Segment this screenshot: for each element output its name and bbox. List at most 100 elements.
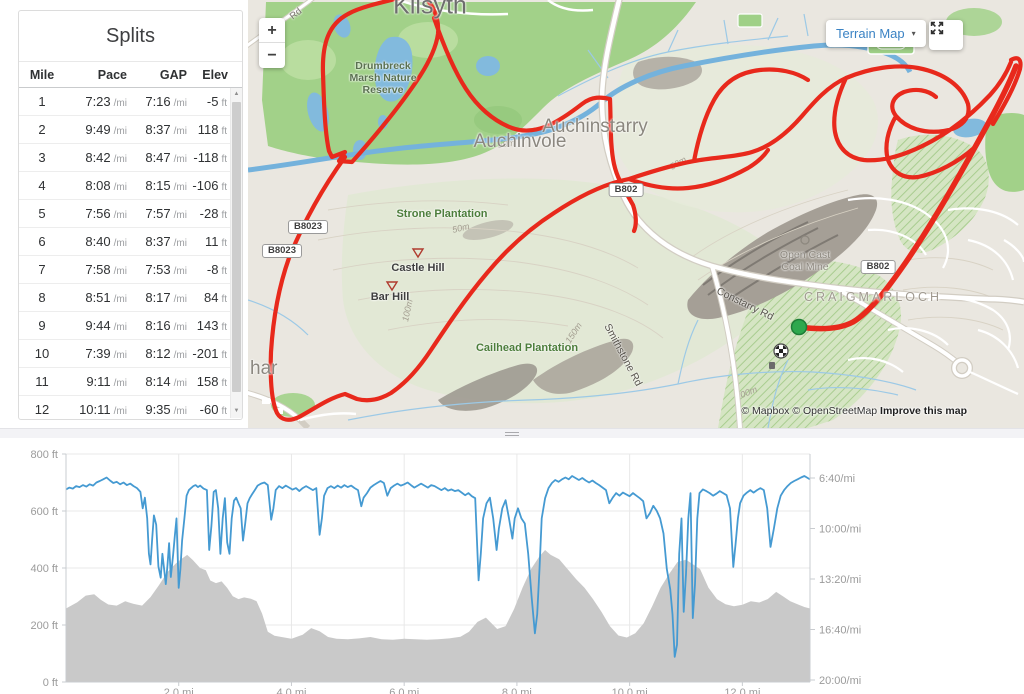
left-axis-tick: 800 ft: [30, 449, 58, 461]
table-row[interactable]: 3 8:42/mi 8:47/mi -118 ft: [19, 144, 230, 172]
scroll-down-arrow-icon[interactable]: ▼: [233, 408, 240, 414]
gap-cell: 8:14/mi: [145, 374, 187, 389]
map-green-patch: [398, 22, 458, 58]
elev-cell: -28 ft: [199, 206, 227, 221]
elev-cell: -201 ft: [192, 346, 227, 361]
gap-cell: 7:53/mi: [145, 262, 187, 277]
x-axis-tick: 8.0 mi: [502, 687, 532, 694]
zoom-out-button[interactable]: −: [267, 47, 277, 64]
table-row[interactable]: 11 9:11/mi 8:14/mi 158 ft: [19, 368, 230, 396]
pace-cell: 7:58/mi: [85, 262, 127, 277]
map-style-selector[interactable]: Terrain Map ▾: [826, 20, 926, 47]
splits-panel: Splits Mile Pace GAP Elev 1 7:23/mi 7:16/m…: [18, 10, 243, 420]
table-scrollbar[interactable]: ▲ ▼: [230, 88, 242, 418]
mile-cell: 11: [35, 374, 49, 389]
pace-cell: 9:44/mi: [85, 318, 127, 333]
column-header-pace: Pace: [97, 67, 127, 82]
mile-cell: 2: [38, 122, 46, 137]
elevation-pace-chart[interactable]: 800 ft 600 ft 400 ft 200 ft 0 ft 6:40/mi 10:00…: [0, 438, 1024, 694]
osm-attribution-link[interactable]: © OpenStreetMap: [792, 405, 878, 417]
road-badge-b802: B802: [860, 260, 896, 274]
map-nature-reserve-green: [262, 2, 696, 165]
x-axis-tick: 12.0 mi: [724, 687, 760, 694]
right-axis-tick: 13:20/mi: [819, 574, 861, 586]
elev-cell: -118 ft: [193, 150, 227, 165]
gap-cell: 9:35/mi: [145, 402, 187, 417]
chart-axes: [62, 453, 815, 686]
elev-cell: -106 ft: [192, 178, 227, 193]
left-axis-tick: 200 ft: [30, 620, 58, 632]
table-row[interactable]: 9 9:44/mi 8:16/mi 143 ft: [19, 312, 230, 340]
table-row[interactable]: 1 7:23/mi 7:16/mi -5 ft: [19, 88, 230, 116]
elevation-area: [66, 550, 810, 682]
pace-cell: 8:51/mi: [85, 290, 127, 305]
scrollbar-thumb[interactable]: [232, 102, 241, 392]
table-row[interactable]: 12 10:11/mi 9:35/mi -60 ft: [19, 396, 230, 419]
improve-map-link[interactable]: Improve this map: [880, 405, 967, 417]
table-row[interactable]: 7 7:58/mi 7:53/mi -8 ft: [19, 256, 230, 284]
x-axis-tick: 2.0 mi: [164, 687, 194, 694]
finish-marker[interactable]: [773, 343, 789, 359]
mile-cell: 5: [38, 206, 46, 221]
elev-cell: 143 ft: [196, 318, 227, 333]
map-residential-streets: [847, 197, 1024, 396]
map-crag-coalmine: [687, 194, 878, 320]
gap-cell: 8:37/mi: [145, 122, 187, 137]
map-contours: [317, 189, 1004, 339]
column-header-mile: Mile: [29, 67, 55, 82]
fullscreen-button[interactable]: [929, 20, 963, 50]
left-axis-tick: 400 ft: [30, 563, 58, 575]
table-row[interactable]: 2 9:49/mi 8:37/mi 118 ft: [19, 116, 230, 144]
mile-cell: 12: [34, 402, 50, 417]
table-row[interactable]: 4 8:08/mi 8:15/mi -106 ft: [19, 172, 230, 200]
splits-table-header: Mile Pace GAP Elev: [19, 62, 242, 88]
mapbox-attribution-link[interactable]: © Mapbox: [741, 405, 790, 417]
mile-cell: 8: [38, 290, 46, 305]
resize-grip-handle[interactable]: [505, 432, 519, 436]
mile-cell: 4: [38, 178, 46, 193]
route-polyline: [268, 0, 1023, 422]
splits-table-body: 1 7:23/mi 7:16/mi -5 ft 2 9:49/mi 8:37/mi 118 ft 3…: [19, 88, 242, 418]
chevron-down-icon: ▾: [911, 29, 916, 38]
gap-cell: 8:16/mi: [145, 318, 187, 333]
column-header-elev: Elev: [202, 67, 228, 82]
fullscreen-expand-icon: [930, 21, 944, 35]
map-attribution: © Mapbox © OpenStreetMap Improve this ma…: [741, 405, 967, 417]
map-hill-vegetation: [341, 178, 783, 404]
route-map[interactable]: 50m 100m 150m 50m 100m 50m: [248, 0, 1024, 428]
pace-cell: 7:39/mi: [85, 346, 127, 361]
mine-circle-icon: [800, 235, 810, 245]
pace-cell: 9:49/mi: [85, 122, 127, 137]
zoom-in-button[interactable]: +: [259, 18, 285, 43]
pace-cell: 10:11/mi: [79, 402, 127, 417]
mile-cell: 10: [34, 346, 50, 361]
elev-cell: -5 ft: [206, 94, 227, 109]
column-header-gap: GAP: [159, 67, 187, 82]
map-green-patch: [280, 40, 336, 80]
map-green-east: [985, 113, 1024, 192]
start-marker[interactable]: [790, 318, 808, 336]
map-crag-strone: [462, 220, 514, 240]
table-row[interactable]: 6 8:40/mi 8:37/mi 11 ft: [19, 228, 230, 256]
pace-cell: 9:11/mi: [86, 374, 127, 389]
mile-cell: 9: [38, 318, 46, 333]
pace-cell: 8:42/mi: [85, 150, 127, 165]
pace-cell: 7:56/mi: [85, 206, 127, 221]
pace-line: [65, 475, 811, 658]
table-row[interactable]: 5 7:56/mi 7:57/mi -28 ft: [19, 200, 230, 228]
chart-axis-labels: 800 ft 600 ft 400 ft 200 ft 0 ft 6:40/mi 10:00…: [30, 449, 861, 694]
table-row[interactable]: 8 8:51/mi 8:17/mi 84 ft: [19, 284, 230, 312]
gap-cell: 8:12/mi: [145, 346, 187, 361]
left-axis-tick: 600 ft: [30, 506, 58, 518]
map-crag-south2: [533, 338, 634, 394]
table-row[interactable]: 10 7:39/mi 8:12/mi -201 ft: [19, 340, 230, 368]
x-axis-tick: 4.0 mi: [276, 687, 306, 694]
left-axis-tick: 0 ft: [43, 677, 58, 689]
gap-cell: 7:16/mi: [145, 94, 187, 109]
right-axis-tick: 16:40/mi: [819, 625, 861, 637]
road-badge-b8023: B8023: [288, 220, 328, 234]
contour-label: 100m: [400, 298, 415, 323]
road-badge-b802: B802: [608, 183, 644, 197]
scroll-up-arrow-icon[interactable]: ▲: [233, 91, 240, 97]
gap-cell: 8:17/mi: [145, 290, 187, 305]
